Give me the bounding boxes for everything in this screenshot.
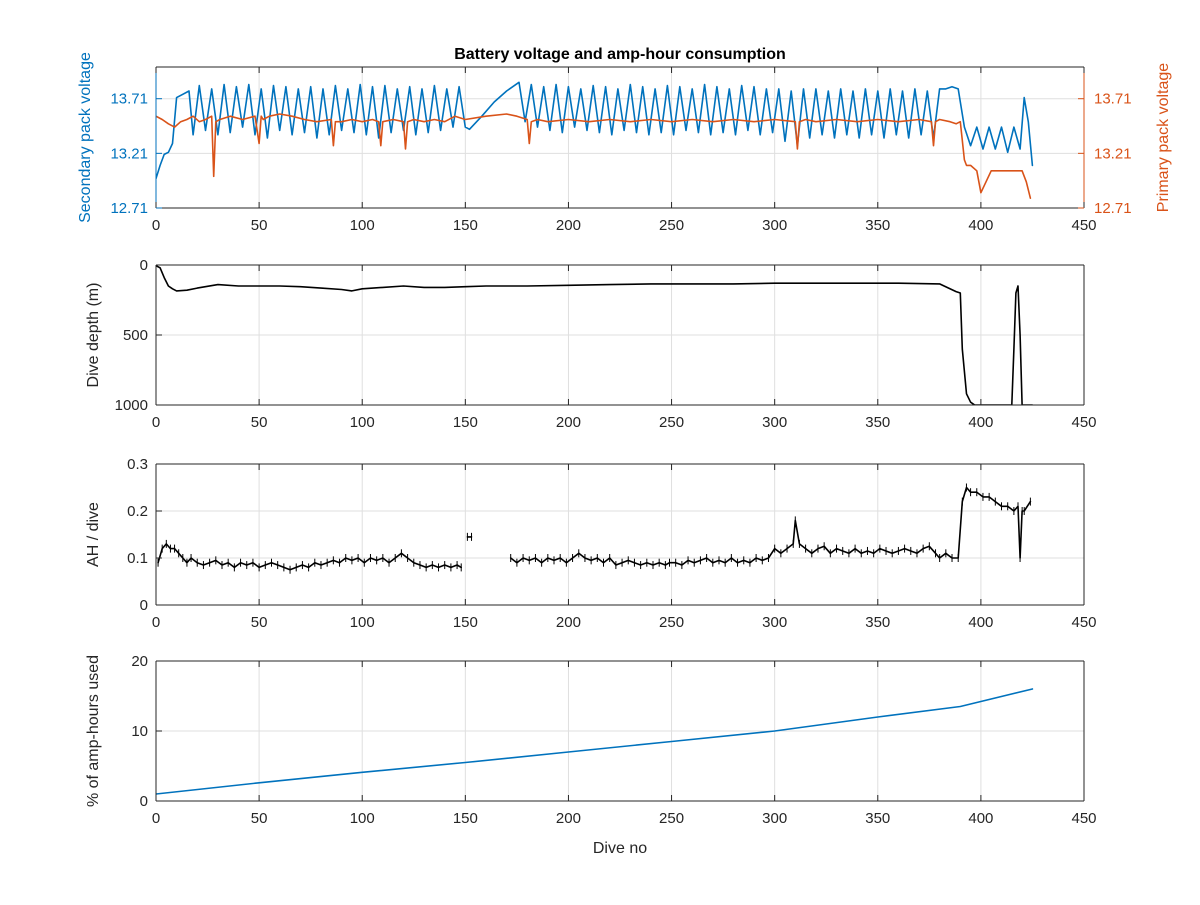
y-tick-label: 12.71: [110, 200, 148, 217]
y-axis-label: AH / dive: [85, 502, 102, 567]
y-tick-label: 10: [131, 723, 148, 740]
y-tick-label: 500: [123, 327, 148, 344]
series-line-2-1: [156, 265, 1034, 405]
data-layer: [156, 265, 1034, 405]
subplot-1: 0 50 100 150 200 250 300 350 400 45012.7113.2113.…: [77, 46, 1172, 234]
series-line-1-2: [156, 113, 1032, 199]
chart-title: Battery voltage and amp-hour consumption: [454, 46, 786, 63]
y-tick-label: 0: [140, 597, 148, 614]
data-layer: [156, 81, 1034, 199]
x-tick-label: 100: [350, 614, 375, 631]
y-tick-label: 1000: [115, 397, 148, 414]
x-tick-label: 250: [659, 414, 684, 431]
x-tick-label: 300: [762, 614, 787, 631]
x-tick-label: 250: [659, 217, 684, 234]
x-tick-label: 400: [968, 414, 993, 431]
y-right-tick-label: 13.71: [1094, 91, 1132, 108]
x-tick-label: 450: [1071, 614, 1096, 631]
x-tick-label: 250: [659, 810, 684, 827]
y-right-tick-label: 13.21: [1094, 145, 1132, 162]
x-tick-label: 300: [762, 414, 787, 431]
x-tick-label: 50: [251, 217, 268, 234]
data-layer: [156, 688, 1034, 795]
x-tick-label: 250: [659, 614, 684, 631]
y-tick-label: 13.21: [110, 145, 148, 162]
y-tick-label: 0.1: [127, 550, 148, 567]
subplot-4: 0 50 100 150 200 250 300 350 400 450 0 10 20 % of amp…: [85, 653, 1097, 857]
subplot-2: 0 50 100 150 200 250 300 350 400 450 0 500 1000 Dive …: [85, 257, 1097, 431]
data-layer: [157, 483, 1032, 574]
y-right-tick-label: 12.71: [1094, 200, 1132, 217]
x-tick-label: 0: [152, 414, 160, 431]
x-tick-label: 300: [762, 217, 787, 234]
x-tick-label: 100: [350, 217, 375, 234]
y-axis-label: Dive depth (m): [85, 283, 102, 388]
series-line-1-1: [156, 81, 1034, 180]
x-tick-label: 400: [968, 614, 993, 631]
y-tick-label: 20: [131, 653, 148, 670]
x-tick-label: 0: [152, 810, 160, 827]
x-tick-label: 0: [152, 217, 160, 234]
x-tick-label: 50: [251, 614, 268, 631]
x-tick-label: 0: [152, 614, 160, 631]
subplot-3: 0 50 100 150 200 250 300 350 400 450 0 0.1 0.2 0.3 AH …: [85, 456, 1097, 631]
series-line-3-1-seg3: [509, 486, 1032, 566]
y-tick-label: 0: [140, 257, 148, 274]
x-axis-label: Dive no: [593, 840, 647, 857]
x-tick-label: 450: [1071, 414, 1096, 431]
x-tick-label: 100: [350, 414, 375, 431]
x-tick-label: 350: [865, 217, 890, 234]
x-tick-label: 100: [350, 810, 375, 827]
x-tick-label: 150: [453, 810, 478, 827]
x-tick-label: 150: [453, 414, 478, 431]
y-tick-label: 13.71: [110, 91, 148, 108]
y-axis-label: Secondary pack voltage: [77, 52, 94, 223]
y-tick-label: 0.3: [127, 456, 148, 473]
x-tick-label: 200: [556, 810, 581, 827]
y-right-axis-label: Primary pack voltage: [1155, 63, 1172, 212]
x-tick-label: 150: [453, 614, 478, 631]
x-tick-label: 350: [865, 810, 890, 827]
series-line-4-1: [156, 688, 1034, 795]
x-tick-label: 200: [556, 614, 581, 631]
x-tick-label: 300: [762, 810, 787, 827]
x-tick-label: 200: [556, 217, 581, 234]
y-tick-label: 0.2: [127, 503, 148, 520]
y-axis-label: % of amp-hours used: [85, 655, 102, 807]
x-tick-label: 350: [865, 414, 890, 431]
x-tick-label: 350: [865, 614, 890, 631]
x-tick-label: 50: [251, 810, 268, 827]
x-tick-label: 400: [968, 810, 993, 827]
x-tick-label: 200: [556, 414, 581, 431]
x-tick-label: 450: [1071, 217, 1096, 234]
x-tick-label: 50: [251, 414, 268, 431]
x-tick-label: 400: [968, 217, 993, 234]
x-tick-label: 450: [1071, 810, 1096, 827]
y-tick-label: 0: [140, 793, 148, 810]
x-tick-label: 150: [453, 217, 478, 234]
